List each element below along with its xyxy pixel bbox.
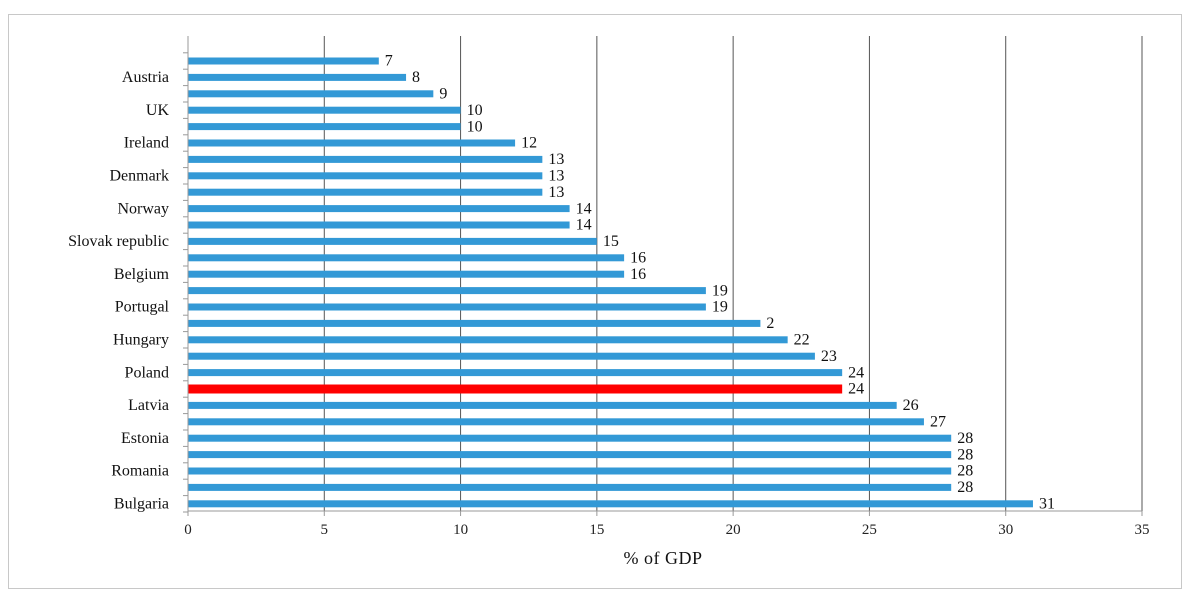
bar <box>188 155 543 163</box>
x-axis-title: % of GDP <box>624 548 703 568</box>
value-label: 23 <box>821 348 837 365</box>
value-label: 10 <box>467 102 483 119</box>
bar <box>188 319 761 327</box>
category-label: Latvia <box>128 397 169 414</box>
bar <box>188 73 407 81</box>
value-label: 7 <box>385 53 393 70</box>
value-label: 13 <box>548 151 564 168</box>
value-label: 15 <box>603 233 619 250</box>
value-label: 2 <box>766 315 774 332</box>
category-label: Ireland <box>124 135 169 152</box>
bar <box>188 237 597 245</box>
value-label: 19 <box>712 282 728 299</box>
value-label: 13 <box>548 184 564 201</box>
bar <box>188 500 1033 508</box>
value-label: 14 <box>576 217 592 234</box>
category-label: UK <box>146 102 170 119</box>
category-label: Estonia <box>121 430 169 447</box>
value-label: 28 <box>957 463 973 480</box>
bar <box>188 401 897 409</box>
category-label: Hungary <box>113 331 169 348</box>
bar <box>188 139 516 147</box>
bar <box>188 434 952 442</box>
x-tick-label: 30 <box>998 522 1013 538</box>
category-label: Bulgaria <box>114 495 169 512</box>
x-tick-label: 10 <box>453 522 468 538</box>
value-label: 28 <box>957 446 973 463</box>
bar <box>188 57 379 65</box>
value-labels: 7891010121313131414151616191922223242426… <box>385 53 1055 513</box>
category-label: Poland <box>125 364 169 381</box>
value-label: 16 <box>630 266 646 283</box>
value-label: 16 <box>630 249 646 266</box>
bars <box>188 57 1033 508</box>
category-label: Austria <box>122 69 169 86</box>
bar-highlighted <box>188 384 843 394</box>
value-label: 10 <box>467 118 483 135</box>
category-label: Denmark <box>109 167 169 184</box>
bar <box>188 172 543 180</box>
bar <box>188 451 952 459</box>
value-label: 27 <box>930 413 946 430</box>
x-tick-label: 15 <box>589 522 604 538</box>
value-label: 22 <box>794 331 810 348</box>
x-tick-labels: 0 5 10 15 20 25 30 35 <box>184 522 1149 538</box>
value-label: 13 <box>548 167 564 184</box>
value-label: 26 <box>903 397 919 414</box>
value-label: 12 <box>521 135 537 152</box>
bar <box>188 336 788 344</box>
bar <box>188 287 706 295</box>
value-label: 31 <box>1039 495 1055 512</box>
category-label: Norway <box>117 200 169 217</box>
bar <box>188 205 570 213</box>
value-label: 8 <box>412 69 420 86</box>
x-tick-label: 0 <box>184 522 192 538</box>
bar <box>188 352 815 360</box>
x-tick-label: 35 <box>1135 522 1150 538</box>
bar <box>188 418 924 426</box>
category-label: Romania <box>111 463 169 480</box>
bar <box>188 123 461 131</box>
category-label: Belgium <box>114 266 170 283</box>
axes <box>183 36 1143 516</box>
bar <box>188 106 461 114</box>
bar <box>188 221 570 229</box>
value-label: 9 <box>439 85 447 102</box>
bar <box>188 270 625 278</box>
category-label: Portugal <box>115 299 170 316</box>
gridlines <box>323 36 1143 511</box>
bar <box>188 369 843 377</box>
x-tick-label: 20 <box>726 522 741 538</box>
bar <box>188 467 952 475</box>
bar <box>188 303 706 311</box>
x-tick-label: 25 <box>862 522 877 538</box>
bar <box>188 90 434 98</box>
x-tick-label: 5 <box>321 522 329 538</box>
bar <box>188 188 543 196</box>
value-label: 14 <box>576 200 592 217</box>
category-labels: Austria UK Ireland Denmark Norway Slovak repu… <box>68 69 169 512</box>
value-label: 24 <box>848 364 864 381</box>
category-label: Slovak republic <box>68 233 169 250</box>
value-label: 28 <box>957 479 973 496</box>
bar <box>188 483 952 491</box>
value-label: 24 <box>848 381 864 398</box>
bar <box>188 254 625 262</box>
value-label: 19 <box>712 299 728 316</box>
value-label: 28 <box>957 430 973 447</box>
